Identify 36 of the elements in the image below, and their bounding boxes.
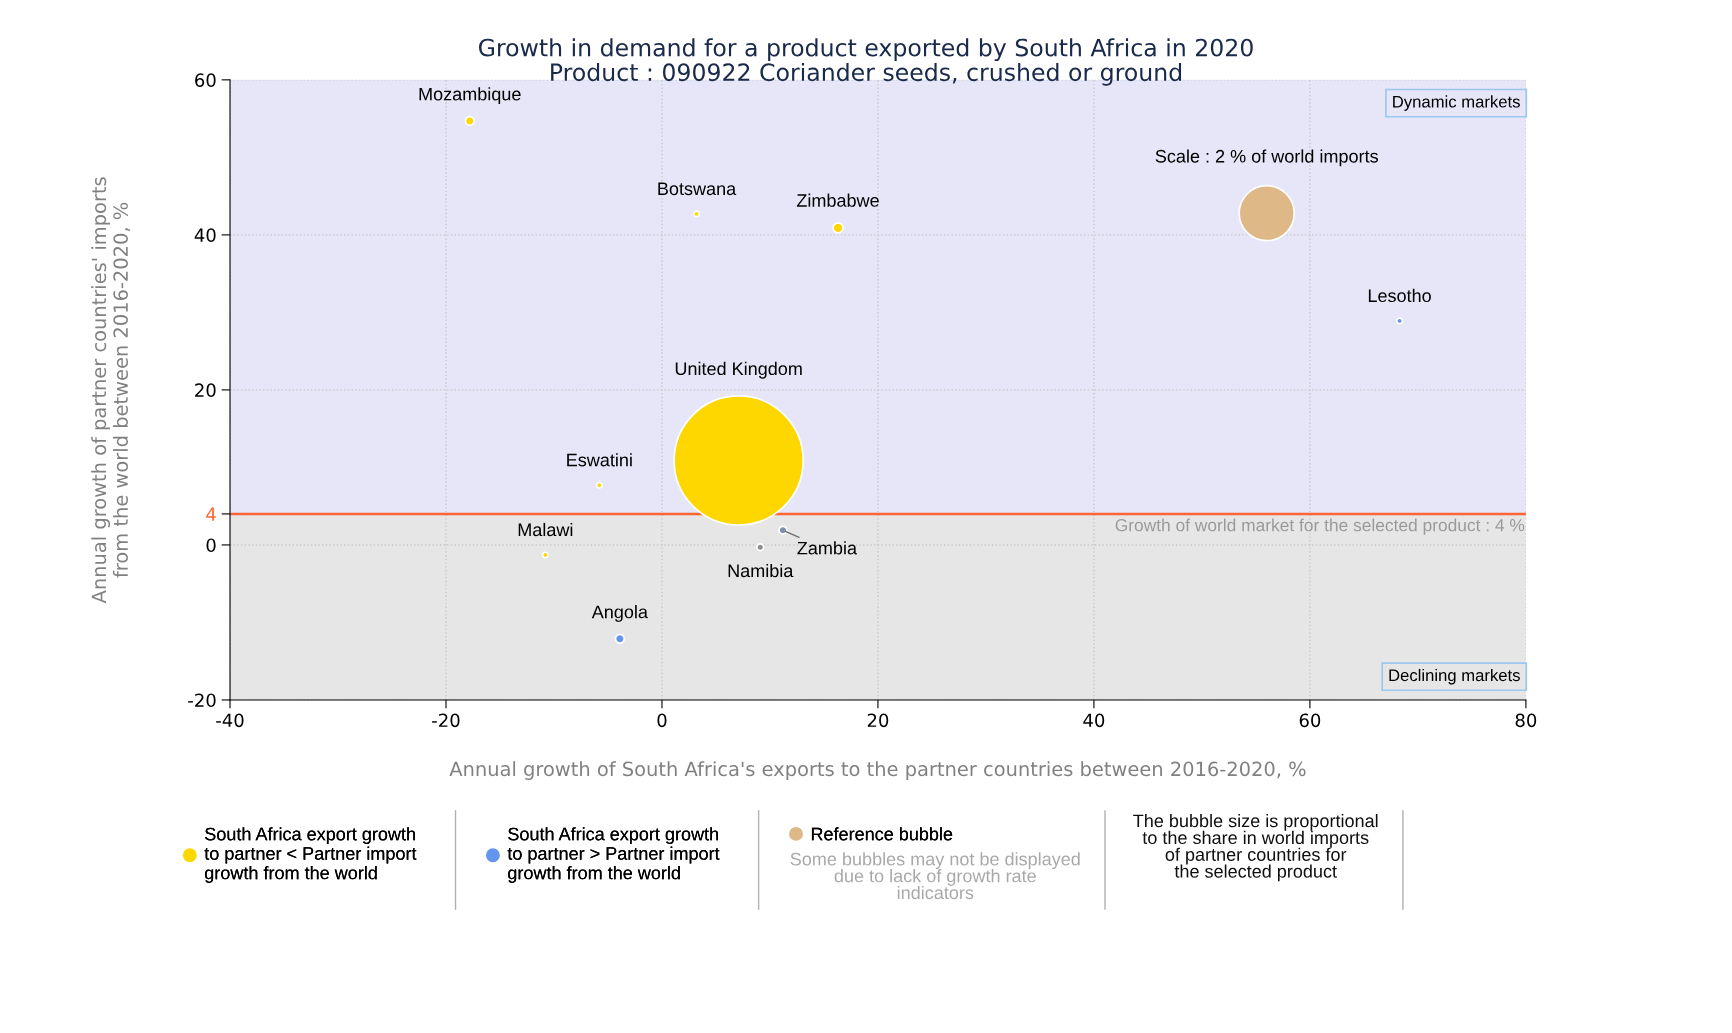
annotation: Zimbabwe (796, 193, 879, 207)
annotation: Eswatini (567, 453, 632, 467)
annotation: United Kingdom (675, 361, 802, 379)
y-tick-label: 4 (206, 507, 216, 521)
legend-label: South Africa export growth to partner > Partner import growth from the world (507, 827, 720, 883)
text: Some bubbles may not be displayed due to lack of growth rate indicators (790, 852, 1080, 900)
chart-title: Growth in demand for a product exported by South Africa in 2020 (478, 38, 1253, 62)
legend-label: Scale : 2 % of world imports (1155, 149, 1378, 167)
annotation: Angola (591, 605, 648, 622)
annotation: Lesotho (1368, 288, 1431, 303)
annotation: Namibia (728, 563, 794, 578)
legend-label: Reference bubble (811, 827, 953, 841)
annotation: Malawi (518, 522, 573, 537)
annotation: Zambia (797, 541, 858, 555)
text: The bubble size is proportional to the share in world imports of partner countries for the selected product (1133, 814, 1378, 882)
y-tick-label: 60 (195, 73, 216, 87)
x-tick-label: 80 (1515, 713, 1537, 728)
x-tick-label: 20 (867, 713, 889, 728)
x-tick-label: -40 (216, 713, 244, 728)
x-axis-title: Annual growth of South Africa's exports to the partner countries between 2016-2020, % (449, 761, 1306, 780)
chart-subtitle: Product : 090922 Coriander seeds, crushed or ground (551, 62, 1182, 86)
x-tick-label: 0 (657, 713, 667, 728)
y-tick-label: 0 (206, 538, 216, 553)
band-label: Declining markets (1389, 668, 1520, 685)
y-tick-label: 40 (194, 228, 216, 242)
x-tick-label: -20 (432, 713, 460, 728)
x-tick-label: 60 (1299, 713, 1321, 728)
y-tick-label: 20 (195, 383, 216, 398)
annotation: Botswana (658, 182, 737, 196)
x-tick-label: 40 (1083, 713, 1105, 728)
y-tick-label: -20 (188, 693, 216, 708)
ref-line-label: Growth of world market for the selected product : 4 % (1115, 518, 1525, 535)
band-label: Dynamic markets (1393, 95, 1520, 111)
y-axis-title: Annual growth of partner countries' imports from the world between 2016-2020, % (91, 177, 130, 604)
annotation: Mozambique (419, 87, 521, 105)
legend-label: South Africa export growth to partner < Partner import growth from the world (204, 827, 417, 883)
